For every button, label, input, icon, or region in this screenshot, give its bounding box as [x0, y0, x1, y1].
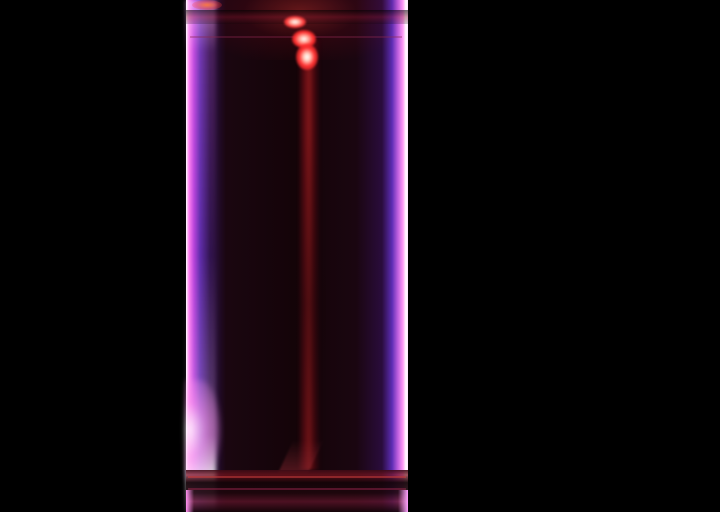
highlight-spot-2	[292, 30, 316, 48]
highlight-spot-3	[296, 44, 318, 70]
bottom-left-edge-glow	[186, 490, 194, 512]
top-left-flare	[192, 0, 222, 10]
streak-shadow	[292, 40, 326, 480]
bottom-rim-line-lower	[188, 488, 406, 490]
bottom-right-edge-glow	[398, 490, 408, 512]
glowing-tube	[186, 0, 408, 512]
highlight-spot-1	[284, 16, 306, 28]
vertical-red-streak	[298, 40, 320, 470]
bottom-rim-line	[188, 476, 406, 478]
left-wall-bright-spot	[186, 380, 220, 480]
